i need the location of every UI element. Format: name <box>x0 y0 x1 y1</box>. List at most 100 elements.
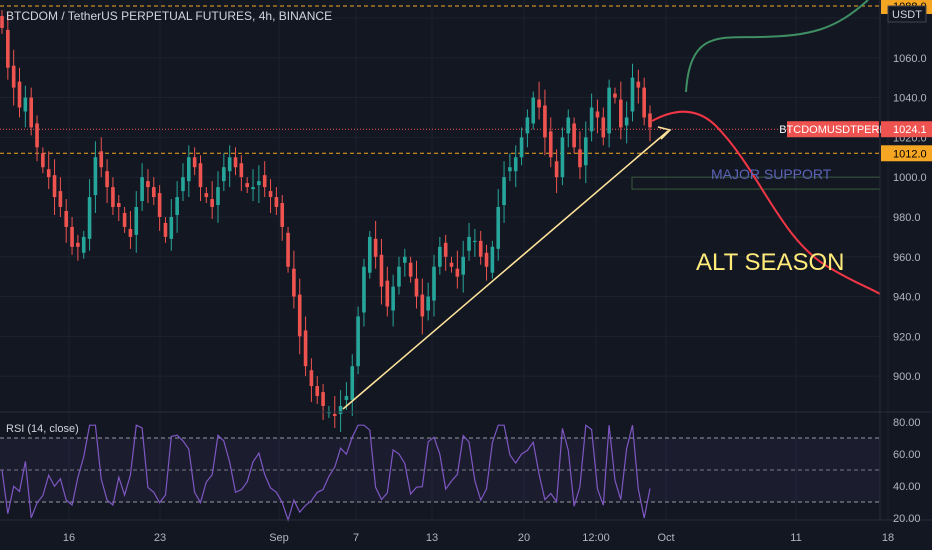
candle-body <box>210 199 214 208</box>
last-price-tag-label: 1024.1 <box>893 124 927 136</box>
candle-body <box>93 157 98 196</box>
candle-body <box>519 137 524 158</box>
candle-body <box>35 123 39 148</box>
candle-body <box>531 97 536 124</box>
candle-body <box>648 113 652 128</box>
candle-body <box>268 191 273 198</box>
candle-body <box>315 386 320 397</box>
candle-body <box>601 117 606 138</box>
level-tag <box>881 145 932 162</box>
currency-box <box>887 5 927 23</box>
candle-body <box>455 268 460 277</box>
candle-body <box>589 107 594 132</box>
candle-body <box>543 105 547 138</box>
candle-body <box>198 163 203 188</box>
major-support-label: MAJOR SUPPORT <box>711 166 832 182</box>
candle-body <box>257 181 261 186</box>
y-tick-label: 1000.0 <box>893 172 927 184</box>
trendline-arrowhead <box>657 126 672 140</box>
candle-body <box>327 411 331 414</box>
candle-body <box>181 177 185 192</box>
candle-body <box>624 117 629 126</box>
candle-body <box>192 157 197 168</box>
candle-body <box>0 15 4 28</box>
candle-body <box>426 296 430 311</box>
candle-body <box>81 236 86 253</box>
candle-body <box>303 330 308 367</box>
candle-body <box>490 246 495 273</box>
candle-body <box>508 167 512 172</box>
candle-body <box>309 370 314 387</box>
x-tick-label: 23 <box>154 532 166 544</box>
candle-body <box>76 242 80 247</box>
symbol-tag-label: BTCDOMUSDTPERP <box>779 124 887 136</box>
candle-body <box>17 81 22 108</box>
rsi-line <box>1 424 651 523</box>
y-tick-label: 980.0 <box>893 212 921 224</box>
candle-body <box>537 99 541 108</box>
candle-body <box>362 266 366 313</box>
candle-body <box>344 396 349 401</box>
candle-body <box>204 193 209 198</box>
candle-body <box>251 187 255 190</box>
candle-body <box>216 187 220 206</box>
candle-body <box>146 181 150 188</box>
candle-body <box>262 175 267 188</box>
candle-body <box>157 193 162 217</box>
candle-body <box>373 238 378 257</box>
x-tick-label: Oct <box>657 532 674 544</box>
candle-body <box>292 268 296 297</box>
grid <box>0 0 889 520</box>
candle-body <box>99 151 104 168</box>
candle-body <box>513 157 518 172</box>
candle-body <box>630 77 635 112</box>
candle-body <box>478 240 483 257</box>
candle-body <box>619 99 623 128</box>
candle-body <box>29 97 33 128</box>
candle-body <box>432 266 436 301</box>
candle-body <box>548 131 553 158</box>
trendline <box>342 130 669 410</box>
projection-green <box>685 0 869 93</box>
candle-body <box>385 280 390 307</box>
candle-body <box>496 207 501 249</box>
symbol-tag <box>787 121 879 138</box>
drawings: MAJOR SUPPORT ALT SEASON <box>342 0 881 410</box>
candle-body <box>280 203 285 227</box>
candle-body <box>116 203 121 208</box>
candle-body <box>438 246 442 267</box>
candle-body <box>227 157 232 172</box>
candle-body <box>578 149 582 168</box>
candle-body <box>297 294 302 337</box>
rsi-tick-label: 80.00 <box>893 417 921 429</box>
candle-body <box>111 187 115 208</box>
x-tick-label: 20 <box>518 532 530 544</box>
candle-body <box>525 117 530 134</box>
alt-season-label: ALT SEASON <box>696 249 845 276</box>
candle-body <box>397 266 401 287</box>
candle-body <box>403 256 407 263</box>
y-tick-label: 1040.0 <box>893 93 927 105</box>
x-tick-label: 18 <box>882 532 894 544</box>
candle-body <box>321 392 325 407</box>
candle-body <box>134 207 139 235</box>
candle-body <box>420 294 425 317</box>
candle-body <box>350 366 355 401</box>
candle-body <box>566 117 571 134</box>
candle-body <box>642 87 646 118</box>
candle-body <box>52 175 57 198</box>
candle-body <box>239 163 244 178</box>
rsi-tick-label: 60.00 <box>893 449 921 461</box>
x-tick-label: 13 <box>426 532 438 544</box>
candle-body <box>6 29 10 68</box>
candle-body <box>554 161 559 178</box>
candle-body <box>443 242 448 257</box>
candle-body <box>332 413 337 416</box>
candle-body <box>87 197 92 239</box>
candle-body <box>245 183 249 188</box>
chart-title: BTCDOM / TetherUS PERPETUAL FUTURES, 4h,… <box>6 9 333 23</box>
rsi-band <box>0 438 880 502</box>
candle-body <box>449 262 454 267</box>
